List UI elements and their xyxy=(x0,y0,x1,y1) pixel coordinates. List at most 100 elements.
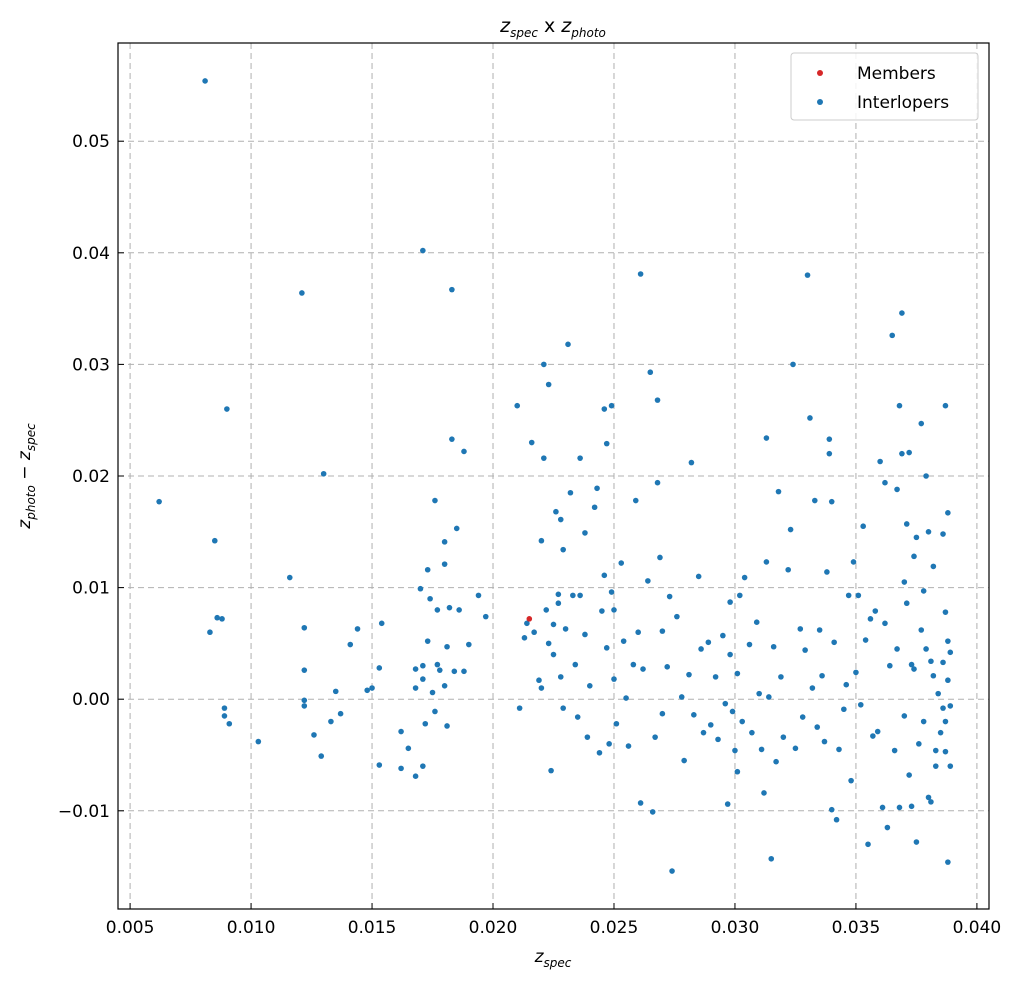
interloper-point xyxy=(221,713,228,719)
interloper-point xyxy=(449,286,455,293)
interloper-point xyxy=(947,703,954,709)
interloper-point xyxy=(923,646,929,652)
interloper-point xyxy=(632,497,639,504)
interloper-point xyxy=(545,640,552,647)
interloper-point xyxy=(688,459,695,466)
legend-members-label: Members xyxy=(857,64,936,84)
interloper-point xyxy=(536,677,542,684)
x-tick-label: 0.030 xyxy=(711,918,760,938)
interloper-point xyxy=(901,713,908,719)
interloper-point xyxy=(555,600,562,607)
legend-interlopers-label: Interlopers xyxy=(857,93,949,113)
interloper-point xyxy=(659,710,666,717)
interloper-point xyxy=(475,592,482,599)
interloper-point xyxy=(582,631,588,638)
interloper-point xyxy=(424,638,431,644)
interloper-point xyxy=(802,647,808,653)
interloper-point xyxy=(828,806,835,813)
interloper-point xyxy=(739,718,746,725)
interloper-point xyxy=(586,683,593,689)
interloper-point xyxy=(286,574,293,581)
interloper-point xyxy=(736,592,743,599)
interloper-point xyxy=(444,723,450,729)
interloper-point xyxy=(417,585,424,592)
interloper-point xyxy=(420,662,426,669)
interloper-point xyxy=(538,685,545,691)
interloper-point xyxy=(899,450,905,457)
x-tick-label: 0.010 xyxy=(227,918,276,938)
interloper-point xyxy=(790,361,796,368)
interloper-point xyxy=(877,458,883,465)
interloper-point xyxy=(857,701,864,708)
interloper-point xyxy=(557,516,564,523)
interloper-point xyxy=(700,729,707,736)
interloper-point xyxy=(623,695,629,701)
interloper-point xyxy=(775,488,782,495)
interloper-point xyxy=(405,745,412,752)
interloper-point xyxy=(572,661,579,668)
interloper-point xyxy=(666,593,673,600)
interloper-point xyxy=(901,579,908,585)
interloper-point xyxy=(611,676,617,682)
interloper-point xyxy=(202,78,208,84)
interloper-point xyxy=(899,310,905,316)
interloper-point xyxy=(570,592,576,599)
interloper-point xyxy=(695,573,702,580)
interloper-point xyxy=(896,402,903,409)
interloper-point xyxy=(311,732,317,738)
interloper-point xyxy=(649,809,656,815)
interloper-point xyxy=(734,768,741,775)
legend: Members Interlopers xyxy=(790,52,979,121)
interloper-point xyxy=(582,530,588,536)
interloper-point xyxy=(894,486,900,493)
interloper-point xyxy=(920,718,927,725)
interloper-point xyxy=(947,763,954,769)
interloper-point xyxy=(591,504,598,511)
interloper-point xyxy=(882,620,888,627)
interloper-point xyxy=(577,592,583,599)
interloper-point xyxy=(816,627,823,633)
interloper-point xyxy=(821,738,828,745)
interloper-point xyxy=(652,734,658,740)
interloper-point xyxy=(935,690,941,697)
interloper-point xyxy=(845,592,852,599)
interloper-point xyxy=(843,681,850,688)
interloper-point xyxy=(903,521,910,527)
interloper-point xyxy=(541,455,547,461)
interloper-point xyxy=(482,613,489,620)
interloper-point xyxy=(715,736,721,743)
interloper-point xyxy=(550,621,557,628)
interloper-point xyxy=(753,619,760,625)
interloper-point xyxy=(712,674,719,680)
interloper-point xyxy=(557,674,564,680)
interloper-point xyxy=(156,498,162,505)
interloper-point xyxy=(560,546,566,553)
interloper-point xyxy=(214,614,220,621)
x-axis-ticks: 0.005 0.010 0.015 0.020 0.025 0.030 0.035 0.040 xyxy=(106,903,1001,938)
x-tick-label: 0.035 xyxy=(832,918,881,938)
interloper-point xyxy=(664,664,671,670)
interloper-point xyxy=(678,694,685,700)
interloper-point xyxy=(521,635,528,641)
interloper-point xyxy=(543,607,550,613)
interloper-point xyxy=(420,676,426,682)
interloper-point xyxy=(376,665,383,671)
interloper-point xyxy=(705,639,712,646)
interloper-point xyxy=(434,607,441,613)
interloper-point xyxy=(398,728,404,735)
interloper-point xyxy=(611,607,617,613)
y-tick-label: 0.04 xyxy=(72,244,110,264)
interloper-point xyxy=(925,794,932,801)
y-tick-label: 0.03 xyxy=(72,355,110,375)
interloper-point xyxy=(916,741,922,747)
interloper-point xyxy=(947,649,954,656)
interloper-point xyxy=(446,604,453,611)
interloper-point xyxy=(645,578,651,584)
interloper-point xyxy=(524,620,530,627)
y-axis-ticks: −0.01 0.00 0.01 0.02 0.03 0.04 0.05 xyxy=(58,132,124,822)
interloper-point xyxy=(630,661,637,668)
interloper-point xyxy=(584,734,591,740)
interloper-point xyxy=(722,700,729,707)
interloper-point xyxy=(778,674,784,680)
interloper-point xyxy=(942,748,949,755)
